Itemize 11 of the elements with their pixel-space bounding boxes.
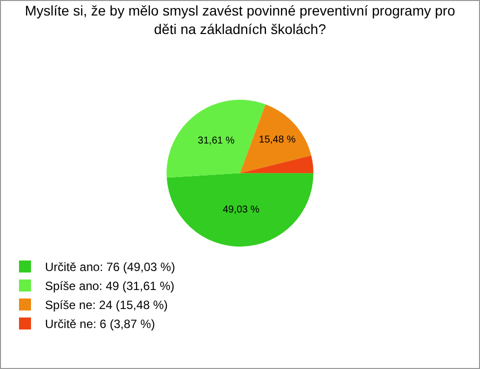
data-label: 15,48 % [258,134,296,146]
chart-title: Myslíte si, že by mělo smysl zavést povinné preventivní programy pro děti na základních školách? [24,2,456,37]
data-label: 31,61 % [198,136,235,147]
pie-slice [240,156,314,174]
pie-slice [166,173,314,247]
legend-label: Určitě ne: 6 (3,87 %) [45,317,156,332]
legend-label: Spíše ne: 24 (15,48 %) [45,298,168,312]
data-label: 49,03 % [222,204,260,216]
pie-slice [240,104,312,174]
legend-label: Spíše ano: 49 (31,61 %) [45,279,174,294]
legend-label: Určitě ano: 76 (49,03 %) [45,260,176,274]
